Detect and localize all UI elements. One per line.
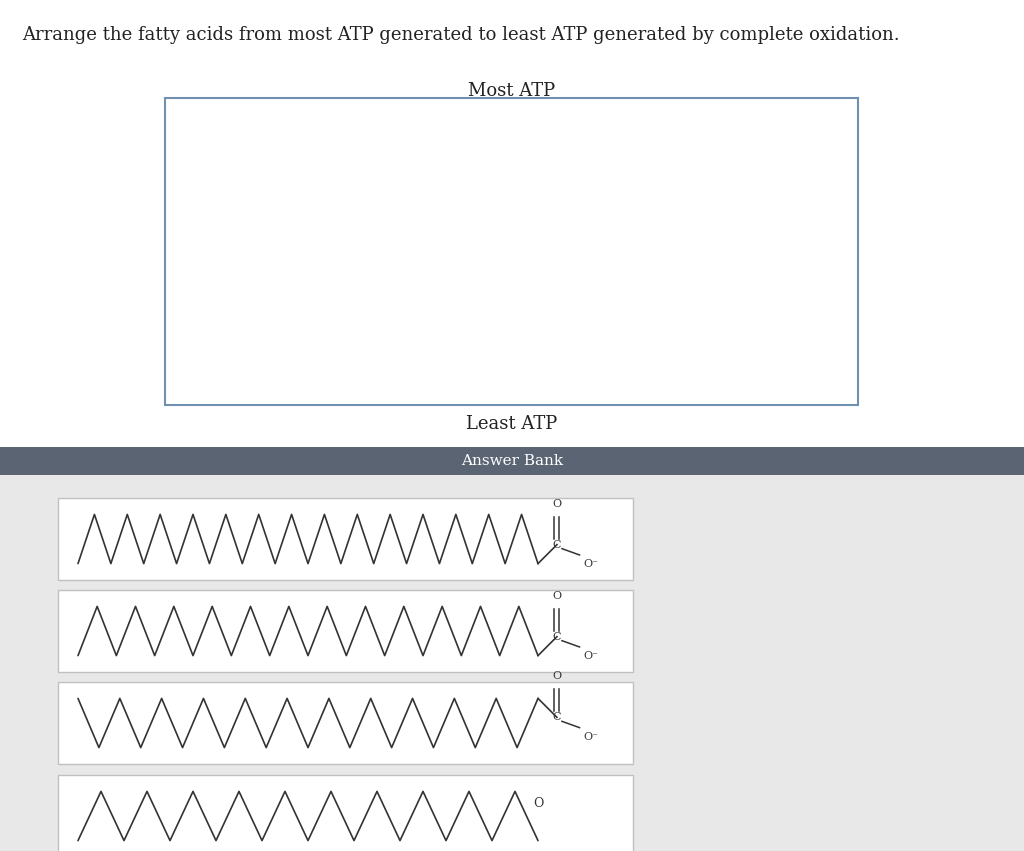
Text: O⁻: O⁻ xyxy=(584,559,599,569)
Text: Arrange the fatty acids from most ATP generated to least ATP generated by comple: Arrange the fatty acids from most ATP ge… xyxy=(22,26,900,44)
Bar xyxy=(0,447,1024,475)
Text: Most ATP: Most ATP xyxy=(468,82,556,100)
Bar xyxy=(165,98,858,405)
Bar xyxy=(58,775,633,851)
Text: O: O xyxy=(532,797,543,810)
Text: C: C xyxy=(553,712,561,722)
Text: Answer Bank: Answer Bank xyxy=(461,454,563,468)
Text: O: O xyxy=(552,591,561,601)
Text: O⁻: O⁻ xyxy=(584,732,599,741)
Text: O: O xyxy=(552,499,561,509)
Text: O⁻: O⁻ xyxy=(584,651,599,661)
Text: C: C xyxy=(553,631,561,642)
Text: C: C xyxy=(553,540,561,550)
Bar xyxy=(58,498,633,580)
Text: Least ATP: Least ATP xyxy=(466,415,558,433)
Bar xyxy=(58,590,633,672)
Text: O: O xyxy=(552,671,561,682)
Bar xyxy=(58,682,633,764)
Bar xyxy=(0,475,1024,851)
